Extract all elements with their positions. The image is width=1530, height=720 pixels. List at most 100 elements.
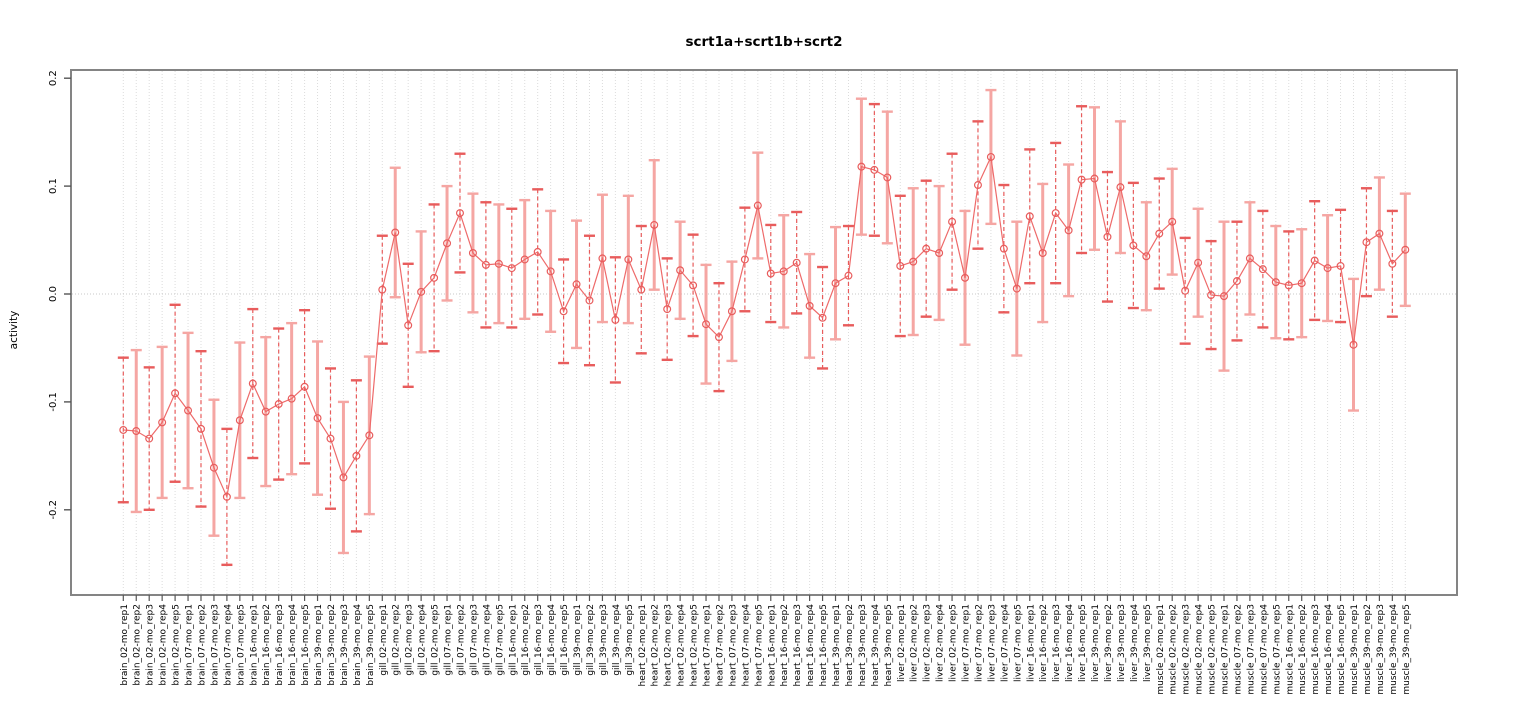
x-tick-label: liver_39-mo_rep3: [1117, 604, 1127, 682]
x-tick-label: brain_07-mo_rep2: [197, 604, 207, 686]
x-tick-label: brain_16-mo_rep5: [301, 604, 311, 686]
x-tick-label: brain_39-mo_rep5: [366, 604, 376, 686]
x-tick-label: brain_39-mo_rep2: [327, 604, 337, 686]
data-point: [339, 473, 348, 482]
x-tick-label: brain_39-mo_rep1: [314, 604, 324, 686]
data-point: [1012, 284, 1021, 293]
x-tick-label: heart_39-mo_rep2: [845, 604, 855, 686]
series-line: [123, 154, 1406, 499]
data-point: [1245, 254, 1254, 263]
x-tick-label: brain_07-mo_rep3: [210, 604, 220, 686]
data-point: [1155, 229, 1164, 238]
data-point: [1284, 281, 1293, 290]
x-tick-label: liver_16-mo_rep3: [1052, 604, 1062, 682]
data-point: [844, 271, 853, 280]
x-tick-label: heart_02-mo_rep3: [664, 604, 674, 686]
data-point: [1297, 279, 1306, 288]
data-point: [481, 260, 490, 269]
x-tick-label: gill_39-mo_rep2: [586, 604, 596, 676]
data-point: [222, 492, 231, 501]
data-point: [727, 307, 736, 316]
x-tick-label: muscle_02-mo_rep5: [1208, 604, 1218, 695]
x-tick-label: heart_39-mo_rep5: [884, 604, 894, 686]
data-point: [455, 209, 464, 218]
data-point: [559, 307, 568, 316]
x-tick-label: liver_07-mo_rep2: [974, 604, 984, 682]
data-point: [158, 418, 167, 427]
x-tick-label: gill_02-mo_rep2: [392, 604, 402, 676]
x-tick-label: brain_02-mo_rep2: [133, 604, 143, 686]
data-point: [792, 258, 801, 267]
x-tick-label: liver_16-mo_rep5: [1078, 604, 1088, 682]
data-point: [1401, 245, 1410, 254]
x-tick-label: gill_02-mo_rep5: [431, 604, 441, 676]
x-tick-label: gill_07-mo_rep2: [456, 604, 466, 676]
chart-title: scrt1a+scrt1b+scrt2: [685, 34, 843, 50]
data-point: [973, 181, 982, 190]
x-tick-label: heart_16-mo_rep1: [767, 604, 777, 686]
data-point: [287, 394, 296, 403]
x-tick-label: muscle_16-mo_rep3: [1311, 604, 1321, 695]
x-tick-label: brain_16-mo_rep3: [275, 604, 285, 686]
y-tick-label: 0.0: [48, 286, 59, 302]
x-tick-label: liver_39-mo_rep4: [1130, 604, 1140, 682]
x-tick-label: liver_02-mo_rep4: [936, 604, 946, 682]
x-tick-label: heart_16-mo_rep2: [780, 604, 790, 686]
x-tick-label: liver_39-mo_rep5: [1143, 604, 1153, 682]
x-tick-label: muscle_07-mo_rep1: [1221, 604, 1231, 695]
data-point: [1207, 291, 1216, 300]
y-tick-label: 0.2: [48, 70, 59, 86]
x-tick-label: gill_16-mo_rep4: [547, 604, 557, 676]
x-tick-label: liver_07-mo_rep5: [1013, 604, 1023, 682]
x-tick-label: gill_39-mo_rep5: [625, 604, 635, 676]
x-tick-label: muscle_16-mo_rep2: [1298, 604, 1308, 695]
x-tick-label: brain_02-mo_rep3: [146, 604, 156, 686]
data-point: [1051, 209, 1060, 218]
x-tick-label: brain_07-mo_rep1: [185, 604, 195, 686]
x-tick-label: heart_39-mo_rep4: [871, 604, 881, 687]
data-point: [352, 451, 361, 460]
x-tick-label: liver_39-mo_rep2: [1104, 604, 1114, 682]
data-point: [1232, 277, 1241, 286]
x-tick-label: muscle_16-mo_rep5: [1337, 604, 1347, 695]
data-point: [961, 273, 970, 282]
x-tick-label: gill_07-mo_rep5: [495, 604, 505, 676]
x-tick-label: muscle_07-mo_rep2: [1233, 604, 1243, 695]
data-point: [1090, 174, 1099, 183]
data-point: [935, 248, 944, 257]
data-point: [235, 416, 244, 425]
data-point: [831, 279, 840, 288]
data-point: [119, 425, 128, 434]
data-point: [948, 217, 957, 226]
data-point: [1388, 259, 1397, 268]
x-tick-label: heart_39-mo_rep3: [858, 604, 868, 686]
x-tick-label: heart_07-mo_rep3: [728, 604, 738, 686]
x-tick-label: liver_02-mo_rep3: [923, 604, 933, 682]
x-tick-label: gill_16-mo_rep1: [508, 604, 518, 676]
data-point: [417, 287, 426, 296]
x-tick-label: muscle_16-mo_rep1: [1285, 604, 1295, 695]
data-point: [883, 173, 892, 182]
data-point: [261, 407, 270, 416]
data-point: [766, 269, 775, 278]
y-tick-label: -0.2: [48, 500, 59, 520]
x-tick-label: heart_02-mo_rep2: [651, 604, 661, 686]
x-tick-label: heart_07-mo_rep5: [754, 604, 764, 686]
x-tick-label: liver_02-mo_rep5: [949, 604, 959, 682]
data-point: [870, 165, 879, 174]
x-tick-label: liver_07-mo_rep1: [962, 604, 972, 682]
data-point: [805, 301, 814, 310]
data-point: [1077, 175, 1086, 184]
data-point: [145, 434, 154, 443]
x-tick-label: heart_07-mo_rep1: [703, 604, 713, 686]
data-point: [533, 247, 542, 256]
x-tick-label: brain_16-mo_rep4: [288, 604, 298, 686]
data-point: [637, 285, 646, 294]
data-point: [999, 244, 1008, 253]
x-tick-label: brain_07-mo_rep4: [223, 604, 233, 686]
data-point: [313, 414, 322, 423]
x-tick-label: gill_02-mo_rep3: [405, 604, 415, 676]
x-tick-label: gill_39-mo_rep1: [573, 604, 583, 676]
data-point: [585, 296, 594, 305]
